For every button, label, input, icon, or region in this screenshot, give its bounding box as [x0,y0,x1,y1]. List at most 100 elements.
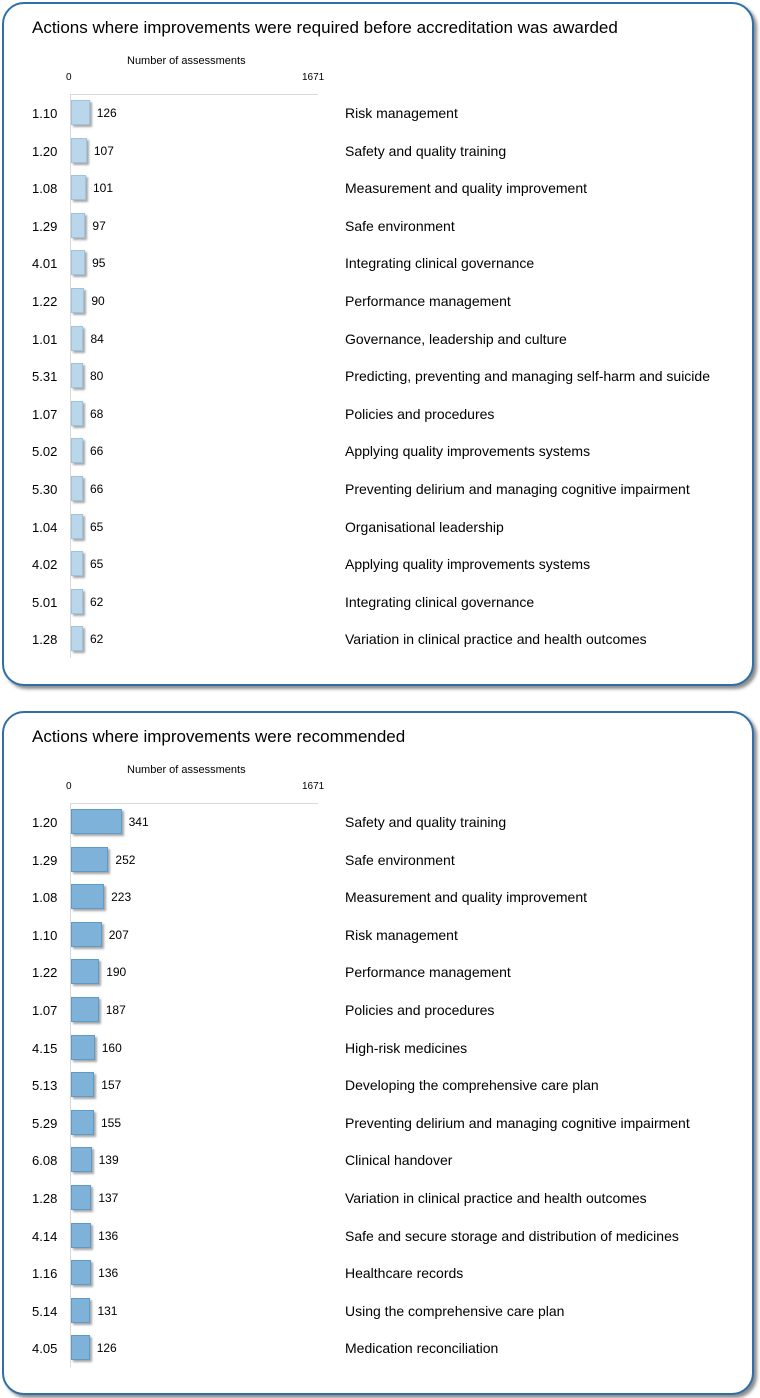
data-label: 126 [96,106,117,120]
bar-row: 1.22 90 Performance management [4,284,752,321]
bar [71,363,83,389]
axis-title: Number of assessments [127,764,246,776]
category-code: 1.10 [32,927,58,943]
category-name: Variation in clinical practice and healt… [345,631,647,648]
data-label: 66 [90,482,104,496]
bar [71,884,105,910]
bar-row: 1.16 136 Healthcare records [4,1256,752,1293]
bar [71,551,83,577]
bar-row: 5.14 131 Using the comprehensive care plan [4,1294,752,1331]
category-name: Safety and quality training [345,142,507,159]
category-code: 1.29 [32,852,58,868]
x-axis-line [70,803,318,804]
data-label: 131 [97,1303,118,1318]
data-label: 68 [90,406,104,421]
category-name: Preventing delirium and managing cogniti… [345,481,690,497]
chart-title: Actions where improvements were required… [32,18,618,37]
bar-row: 1.29 97 Safe environment [4,209,752,246]
category-code: 1.08 [32,890,58,906]
category-name: Measurement and quality improvement [345,180,588,197]
category-code: 1.04 [32,519,58,535]
bar-row: 5.02 66 Applying quality improvements syst… [4,434,752,471]
category-code: 1.07 [32,406,58,422]
data-label: 65 [90,519,104,534]
category-name: Predicting, preventing and managing self… [345,368,710,385]
bar [71,846,109,872]
bar-row: 1.07 187 Policies and procedures [4,993,752,1030]
bar [71,921,102,947]
data-label: 62 [90,594,104,609]
category-code: 4.01 [32,256,58,272]
bar [71,513,83,539]
bar [71,626,83,652]
category-name: High-risk medicines [345,1039,468,1056]
data-label: 126 [96,1341,117,1356]
bar-row: 1.28 62 Variation in clinical practice and… [4,622,752,659]
bar [71,809,122,834]
category-code: 4.02 [32,557,58,573]
category-code: 5.30 [32,482,58,497]
category-name: Safe environment [345,851,455,868]
bar-row: 1.04 65 Organisational leadership [4,510,752,547]
data-label: 95 [92,256,106,271]
bar [71,175,86,201]
category-name: Risk management [345,105,458,121]
category-code: 1.07 [32,1003,58,1018]
bar [71,1072,95,1098]
bar-row: 1.08 223 Measurement and quality improveme… [4,880,752,917]
bar-row: 5.30 66 Preventing delirium and managing c… [4,472,752,509]
bar-row: 5.29 155 Preventing delirium and managing … [4,1106,752,1143]
chart-title: Actions where improvements were recommen… [32,727,406,746]
category-name: Variation in clinical practice and healt… [345,1190,647,1206]
bar [71,1185,92,1210]
category-code: 1.29 [32,218,58,234]
category-code: 1.10 [32,106,58,121]
category-name: Applying quality improvements systems [345,556,591,573]
category-name: Organisational leadership [345,518,504,535]
y-axis-line [70,94,71,658]
bar-row: 6.08 139 Clinical handover [4,1143,752,1180]
data-label: 223 [111,890,132,905]
data-label: 136 [98,1228,119,1243]
category-name: Healthcare records [345,1265,464,1282]
bar-row: 1.10 126 Risk management [4,96,752,133]
category-code: 1.22 [32,965,58,981]
category-code: 1.28 [32,632,58,648]
category-name: Integrating clinical governance [345,593,535,610]
bar [71,476,83,501]
bar [71,1109,94,1135]
category-code: 4.05 [32,1341,58,1357]
data-label: 84 [90,331,104,346]
bar [71,588,83,614]
bar [71,1335,90,1361]
category-name: Developing the comprehensive care plan [345,1077,599,1094]
category-code: 5.02 [32,444,58,460]
category-name: Performance management [345,293,511,309]
data-label: 136 [98,1266,119,1281]
bar-row: 5.01 62 Integrating clinical governance [4,585,752,622]
category-name: Medication reconciliation [345,1340,499,1357]
data-label: 139 [98,1153,119,1168]
bar-row: 1.20 107 Safety and quality training [4,134,752,171]
data-label: 160 [101,1040,122,1055]
data-label: 62 [90,632,104,647]
category-code: 5.29 [32,1115,58,1131]
bar-row: 1.10 207 Risk management [4,918,752,955]
data-label: 252 [115,852,136,867]
category-name: Policies and procedures [345,1002,495,1018]
category-code: 1.20 [32,143,58,159]
category-name: Safety and quality training [345,814,507,830]
category-code: 1.20 [32,815,58,830]
data-label: 207 [108,927,129,942]
data-label: 107 [93,143,114,158]
category-code: 1.22 [32,294,58,309]
data-label: 187 [105,1003,126,1017]
bar-row: 1.01 84 Governance, leadership and culture [4,322,752,359]
bar [71,1222,92,1248]
data-label: 101 [92,181,114,196]
category-name: Using the comprehensive care plan [345,1302,565,1319]
bar [71,325,84,351]
category-name: Measurement and quality improvement [345,889,588,906]
data-label: 97 [92,218,106,233]
category-name: Clinical handover [345,1152,453,1169]
